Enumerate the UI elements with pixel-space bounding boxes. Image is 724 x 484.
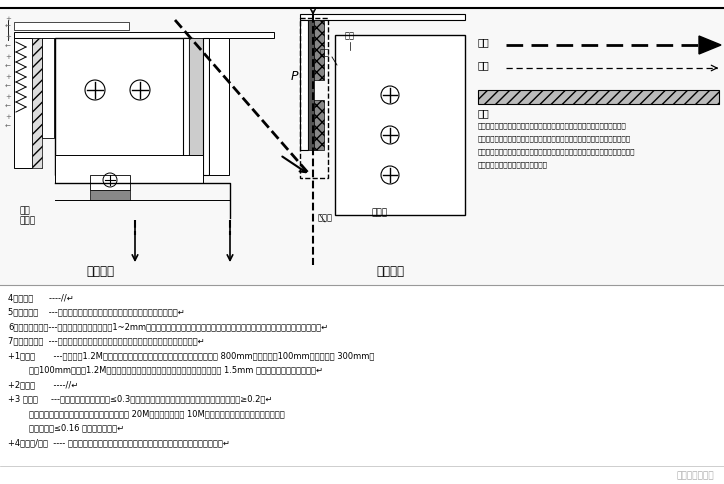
Text: ←: ← xyxy=(5,44,11,50)
Text: 采用反射比≤0.16 的低反射玻璃。↵: 采用反射比≤0.16 的低反射玻璃。↵ xyxy=(8,424,124,433)
Text: +: + xyxy=(5,74,11,80)
Text: +3 光污染     ---幕墙玻璃应采用反射比≤0.3；对有采光要求的幕墙，选用玻璃的采光折减系数≥0.2。↵: +3 光污染 ---幕墙玻璃应采用反射比≤0.3；对有采光要求的幕墙，选用玻璃的… xyxy=(8,394,272,404)
Bar xyxy=(300,18,328,178)
Text: +: + xyxy=(5,16,11,22)
Text: ＊＊相时密封（与室内密井）的空腔，与室外经通道疏通，使室腔与外界大气: ＊＊相时密封（与室内密井）的空腔，与室外经通道疏通，使室腔与外界大气 xyxy=(478,122,627,129)
Text: 6、降低噪音性能---连接部位应设置隔声垫片1~2mm。（为防止电化腐蚀、除不锈钢材料外，不同金属材料间必须设置绝缘垫片。）↵: 6、降低噪音性能---连接部位应设置隔声垫片1~2mm。（为防止电化腐蚀、除不锈… xyxy=(8,322,328,331)
Text: 4、气密性      ----//↵: 4、气密性 ----//↵ xyxy=(8,293,74,302)
Text: +: + xyxy=(5,34,11,40)
Bar xyxy=(300,14,465,20)
Text: +: + xyxy=(5,94,11,100)
Bar xyxy=(335,35,465,215)
Bar xyxy=(314,100,324,150)
Bar xyxy=(478,90,719,104)
Text: 空腔: 空腔 xyxy=(478,60,489,70)
Text: 排水: 排水 xyxy=(20,206,30,215)
Text: 孔位置: 孔位置 xyxy=(20,216,36,225)
Text: 及时排出界，面不会进入室内。＊＊: 及时排出界，面不会进入室内。＊＊ xyxy=(478,161,548,167)
Text: P: P xyxy=(290,70,298,83)
Text: 墙体: 墙体 xyxy=(478,37,489,47)
Text: 5、保温性能    ---幕墙保温，防止结露：中空玻璃一般可不再设置保温。↵: 5、保温性能 ---幕墙保温，防止结露：中空玻璃一般可不再设置保温。↵ xyxy=(8,307,185,317)
Bar xyxy=(42,38,54,138)
Polygon shape xyxy=(699,36,721,54)
Text: 情况，面水经缝隙以及溅溅，会有少量进入密空腔，但这部分面水还全进过疏溅，: 情况，面水经缝隙以及溅溅，会有少量进入密空腔，但这部分面水还全进过疏溅， xyxy=(478,148,636,154)
Text: 内框: 内框 xyxy=(345,31,355,40)
Text: 等压原理: 等压原理 xyxy=(376,265,404,278)
Text: 在城市主干道、立交桥、高架路两侧的建筑物 20M以下；其余路段 10M以下不宜设置玻璃幕墙，若使用则应: 在城市主干道、立交桥、高架路两侧的建筑物 20M以下；其余路段 10M以下不宜设… xyxy=(8,409,285,418)
Bar xyxy=(90,175,130,190)
Text: +: + xyxy=(5,114,11,120)
Text: 大框架: 大框架 xyxy=(318,213,332,222)
Bar xyxy=(14,38,32,168)
Text: 外框: 外框 xyxy=(320,48,330,57)
Bar xyxy=(203,38,209,175)
Bar xyxy=(32,38,42,168)
Text: +: + xyxy=(5,54,11,60)
Text: +2、防雷       ----//↵: +2、防雷 ----//↵ xyxy=(8,380,78,389)
Bar xyxy=(90,190,130,200)
Text: 门窗幕墙联盟吧: 门窗幕墙联盟吧 xyxy=(676,471,714,480)
Text: 设置滴水: 设置滴水 xyxy=(86,265,114,278)
Bar xyxy=(183,38,189,175)
Bar xyxy=(0,8,724,285)
Bar xyxy=(14,32,274,38)
Bar xyxy=(189,38,203,175)
Text: c°: c° xyxy=(723,60,724,70)
Text: +4、安装/拆卸  ---- 结构设计，必须实现幕墙板块合理的安装、拆卸，尽量避免有序安装。↵: +4、安装/拆卸 ---- 结构设计，必须实现幕墙板块合理的安装、拆卸，尽量避免… xyxy=(8,438,230,447)
Bar xyxy=(55,155,203,183)
Text: 7、抗冲击性能  ---层间底部玻璃应设置踢角或防撞栏杆，否则必须使用夹胱玻璃。↵: 7、抗冲击性能 ---层间底部玻璃应设置踢角或防撞栏杆，否则必须使用夹胱玻璃。↵ xyxy=(8,336,205,346)
Bar xyxy=(308,20,314,150)
Bar xyxy=(14,22,129,30)
Bar xyxy=(183,38,193,58)
Bar xyxy=(55,38,193,175)
Text: ←: ← xyxy=(5,84,11,90)
Text: ←: ← xyxy=(5,104,11,110)
Text: 压力相等，从而阻止大量水进入密空腔，由于阵风的影响，压力比规瞬间不等的: 压力相等，从而阻止大量水进入密空腔，由于阵风的影响，压力比规瞬间不等的 xyxy=(478,135,631,142)
Text: ←: ← xyxy=(5,24,11,30)
Text: ←: ← xyxy=(5,124,11,130)
Text: ←: ← xyxy=(5,64,11,70)
Bar xyxy=(300,20,308,150)
Text: 楼板100mm（合计1.2M）；另外，上部设置防火棉，防止层间蹿烟，并使用 1.5mm 镀锌板，防火密封胶封修。↵: 楼板100mm（合计1.2M）；另外，上部设置防火棉，防止层间蹿烟，并使用 1.… xyxy=(8,365,323,375)
Bar xyxy=(314,20,324,80)
Text: 等压腔: 等压腔 xyxy=(372,208,388,217)
Text: +1、防火       ---卷火半径1.2M，一般层间设有防火墙，无防火墙间口，需在下部设 800mm防火棉（厚100mm）；加踢角 300mm、: +1、防火 ---卷火半径1.2M，一般层间设有防火墙，无防火墙间口，需在下部设… xyxy=(8,351,374,360)
Text: 说明: 说明 xyxy=(478,108,489,118)
Bar xyxy=(209,38,229,175)
